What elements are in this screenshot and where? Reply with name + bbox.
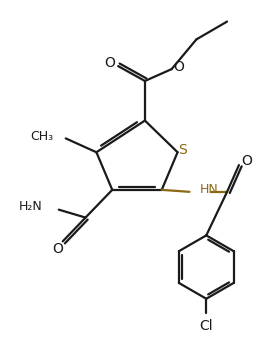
Text: O: O (241, 154, 252, 168)
Text: O: O (52, 242, 63, 256)
Text: HN: HN (199, 183, 218, 196)
Text: Cl: Cl (200, 319, 213, 333)
Text: S: S (178, 143, 187, 157)
Text: O: O (104, 56, 115, 70)
Text: O: O (173, 60, 184, 74)
Text: H₂N: H₂N (19, 200, 43, 213)
Text: CH₃: CH₃ (31, 130, 54, 143)
